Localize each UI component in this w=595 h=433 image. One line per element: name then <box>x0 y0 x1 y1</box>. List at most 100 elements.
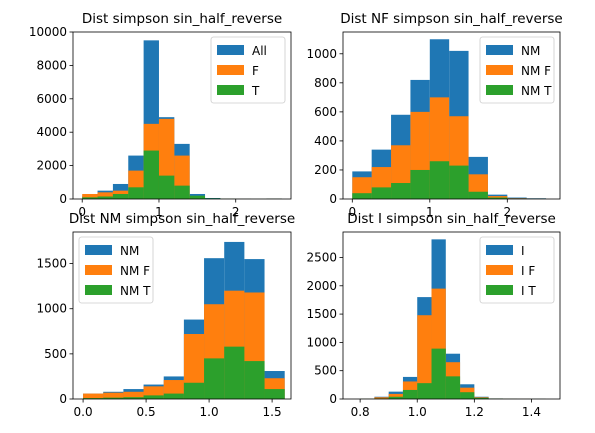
y-tick-label: 0 <box>329 392 337 406</box>
chart-title: Dist NM simpson sin_half_reverse <box>69 211 295 227</box>
y-tick-label: 600 <box>314 105 337 119</box>
subplot-4: 0 500 1000 1500 2000 2500 0.8 1.0 1.2 1.4 Dist I s… <box>306 211 561 419</box>
y-tick-label: 0 <box>59 192 67 206</box>
subplot-1: 0 2000 4000 6000 8000 10000 0 1 2 Dist simpson si… <box>29 11 292 219</box>
y-tick-label: 2000 <box>306 279 337 293</box>
legend: NM NM F NM T <box>78 236 154 304</box>
legend-label: NM T <box>120 284 151 298</box>
x-tick-label: 1 <box>155 205 163 219</box>
bar <box>388 396 403 399</box>
bar <box>429 161 450 199</box>
y-tick-label: 1000 <box>36 302 67 316</box>
bar <box>82 197 98 199</box>
x-tick-label: 2 <box>503 205 511 219</box>
bar <box>391 183 411 199</box>
legend-swatch <box>486 85 513 95</box>
legend-swatch <box>486 45 513 55</box>
bar <box>445 376 461 399</box>
legend-swatch <box>217 45 244 55</box>
bar <box>83 393 104 399</box>
y-tick-label: 1500 <box>306 307 337 321</box>
y-tick-label: 6000 <box>36 92 67 106</box>
bar <box>264 389 285 399</box>
bar <box>468 191 488 199</box>
x-tick-label: 1.2 <box>465 405 484 419</box>
axes-frame <box>72 31 292 200</box>
legend-label: F <box>252 64 259 78</box>
y-tick-label: 2500 <box>306 250 337 264</box>
chart-title: Dist I simpson sin_half_reverse <box>347 211 556 227</box>
legend-label: All <box>252 44 267 58</box>
y-tick-label: 500 <box>44 347 67 361</box>
bar <box>103 392 124 399</box>
y-tick-label: 2000 <box>36 159 67 173</box>
legend-swatch <box>85 245 112 255</box>
bar <box>388 393 403 399</box>
bar <box>352 193 372 199</box>
axes-frame <box>342 31 561 200</box>
bar <box>417 383 432 399</box>
series-nm-t <box>83 346 285 399</box>
legend-label: NM <box>521 44 540 58</box>
x-tick-label: 0.0 <box>74 405 93 419</box>
bar <box>97 192 113 199</box>
legend-swatch <box>486 245 513 255</box>
x-tick-label: 1 <box>426 205 434 219</box>
bar <box>158 175 175 199</box>
bar <box>487 197 508 199</box>
bar <box>163 393 184 399</box>
y-tick-label: 1000 <box>306 335 337 349</box>
series-t <box>82 150 282 199</box>
bar <box>417 315 432 399</box>
bar <box>82 193 98 199</box>
legend: All FT <box>210 36 286 104</box>
bar <box>410 169 430 199</box>
axes-frame <box>72 231 292 400</box>
legend-swatch <box>217 65 244 75</box>
legend-swatch <box>486 285 513 295</box>
bar <box>97 196 113 199</box>
axes-frame <box>342 231 561 400</box>
legend-swatch <box>486 65 513 75</box>
x-tick-label: 1.0 <box>200 405 219 419</box>
x-tick-label: 1.4 <box>522 405 541 419</box>
y-tick-label: 800 <box>314 76 337 90</box>
x-tick-label: 0 <box>78 205 86 219</box>
y-tick-label: 400 <box>314 134 337 148</box>
bar <box>474 397 489 399</box>
bar <box>123 397 144 399</box>
bar <box>460 392 475 399</box>
bar <box>143 395 164 399</box>
legend-label: I <box>521 244 525 258</box>
bar <box>189 195 206 199</box>
x-tick-label: 0.5 <box>137 405 156 419</box>
legend-label: NM F <box>521 64 551 78</box>
bar <box>244 361 265 399</box>
x-tick-label: 1.0 <box>408 405 427 419</box>
bar <box>83 398 104 399</box>
bar <box>183 382 205 399</box>
legend-label: T <box>251 84 260 98</box>
bar <box>204 358 225 399</box>
y-tick-label: 0 <box>59 392 67 406</box>
chart-title: Dist simpson sin_half_reverse <box>82 11 282 27</box>
x-tick-label: 2 <box>232 205 240 219</box>
legend-label: I F <box>521 264 535 278</box>
bar <box>371 187 392 199</box>
y-tick-label: 1500 <box>36 257 67 271</box>
y-tick-label: 10000 <box>29 25 67 39</box>
bar <box>449 165 469 199</box>
y-tick-label: 0 <box>329 192 337 206</box>
x-tick-label: 0 <box>348 205 356 219</box>
bar <box>224 346 245 399</box>
bar <box>174 185 190 199</box>
legend-label: I T <box>521 284 536 298</box>
y-tick-label: 200 <box>314 163 337 177</box>
y-tick-label: 8000 <box>36 58 67 72</box>
legend-swatch <box>217 85 244 95</box>
bar <box>103 397 124 399</box>
series-nm-t <box>352 161 547 199</box>
legend-label: NM F <box>120 264 150 278</box>
bar <box>431 348 446 399</box>
y-tick-label: 1000 <box>306 47 337 61</box>
